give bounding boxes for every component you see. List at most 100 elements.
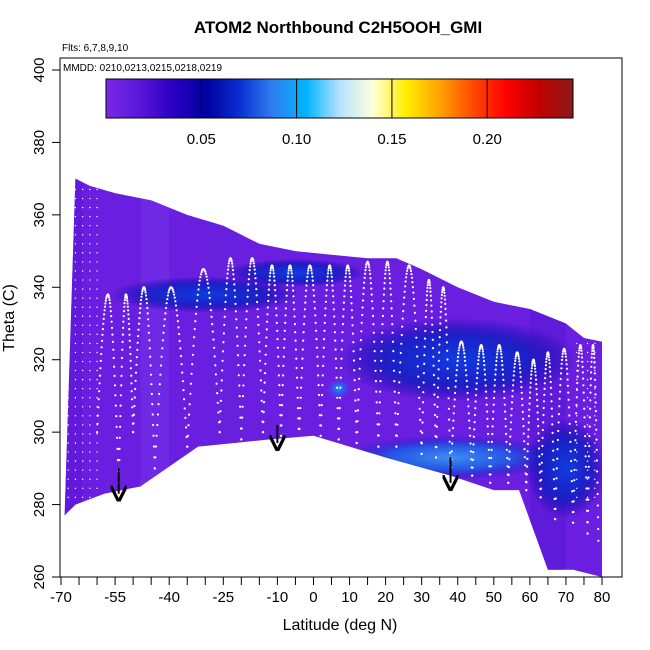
flight-track-point (471, 466, 474, 469)
flight-track-point (474, 394, 478, 397)
flight-track-point (473, 413, 476, 417)
flight-track-point (558, 405, 561, 408)
flight-track (67, 188, 600, 542)
flight-track-point (113, 374, 116, 377)
flight-track-point (421, 431, 424, 434)
flight-track-point (353, 389, 357, 392)
flight-track-point (576, 487, 578, 489)
flight-track-point (89, 333, 91, 336)
flight-track-point (127, 317, 130, 320)
flight-track-point (334, 348, 337, 351)
flight-track-point (332, 301, 335, 304)
flight-track-point (540, 461, 543, 464)
flight-track-point (147, 324, 150, 327)
flight-track-point (246, 295, 249, 298)
flight-track-point (526, 465, 529, 468)
flight-track-point (190, 372, 193, 375)
flight-track-point (437, 377, 440, 380)
flight-track-point (171, 288, 174, 291)
flight-track-point (89, 451, 91, 453)
flight-track-point (74, 360, 77, 363)
flight-track-point (304, 301, 307, 304)
flight-track-point (282, 374, 285, 377)
flight-track-point (492, 403, 495, 406)
flight-track-point (525, 481, 528, 484)
flight-track-point (393, 401, 397, 404)
flight-track-point (116, 447, 119, 450)
flight-track-point (334, 357, 337, 360)
flight-track-point (253, 268, 256, 271)
flight-track-point (446, 358, 449, 361)
flight-track-point (224, 294, 227, 297)
flight-track-point (447, 407, 450, 410)
flight-track-point (587, 455, 591, 458)
flight-track-point (134, 371, 138, 374)
flight-track-point (387, 262, 390, 265)
flight-track-point (310, 272, 313, 275)
flight-track-point (129, 367, 132, 370)
flight-track-point (67, 351, 69, 354)
flight-track-point (266, 306, 269, 309)
flight-track-point (423, 362, 426, 365)
flight-track-point (568, 431, 572, 434)
flight-track-point (188, 413, 191, 416)
flight-track-point (215, 382, 218, 385)
flight-track-point (81, 288, 84, 290)
flight-track-point (261, 431, 265, 434)
flight-track-point (526, 442, 530, 445)
flight-track-point (268, 275, 271, 278)
flight-track-point (81, 206, 84, 209)
flight-track-point (218, 431, 221, 434)
flight-track-point (486, 425, 489, 428)
flight-track-point (505, 432, 508, 436)
x-tick-label: -40 (158, 589, 180, 606)
flight-track-point (506, 456, 509, 460)
flight-track-point (282, 355, 285, 358)
flight-track-point (122, 326, 125, 329)
flight-track-point (596, 504, 599, 507)
flight-track-point (272, 269, 275, 272)
flight-track-point (254, 277, 257, 280)
flight-track-point (504, 417, 507, 420)
flight-track-point (358, 367, 361, 370)
flight-track-point (457, 352, 460, 355)
flight-track-point (67, 424, 69, 426)
flight-track-point (594, 415, 596, 417)
flight-track-point (557, 429, 560, 433)
flight-track-point (380, 340, 383, 343)
flight-track-point (295, 376, 299, 379)
flight-track-point (588, 435, 591, 438)
flight-track-point (530, 370, 533, 373)
flight-track-point (576, 387, 578, 390)
flight-track-point (567, 391, 570, 394)
flight-track-point (269, 272, 272, 275)
flight-track-point (209, 309, 213, 312)
flight-track-point (265, 344, 268, 348)
flight-track-point (225, 288, 228, 291)
flight-track-point (485, 396, 488, 400)
flight-track-point (89, 415, 91, 417)
flight-track-point (141, 290, 144, 293)
flight-track-point (101, 328, 104, 331)
flight-track-point (172, 290, 175, 293)
flight-track-point (448, 429, 451, 432)
x-tick-label: 20 (377, 589, 394, 606)
flight-track-point (310, 269, 313, 272)
flight-track-point (362, 292, 365, 296)
flight-track-point (130, 390, 133, 393)
flight-track-point (467, 405, 470, 408)
flight-track-point (126, 302, 129, 305)
flight-track-point (524, 464, 527, 467)
flight-track-point (161, 347, 164, 350)
flight-track-point (303, 308, 306, 311)
flight-track-point (67, 243, 69, 245)
flight-track-point (105, 297, 108, 300)
flight-track-point (81, 252, 84, 254)
flight-track-point (487, 448, 490, 451)
flight-track-point (409, 269, 413, 273)
flight-track-point (429, 294, 432, 297)
flight-track-point (89, 279, 91, 281)
flight-track-point (361, 313, 364, 317)
flight-track-point (469, 442, 472, 445)
flight-track-point (388, 272, 391, 275)
